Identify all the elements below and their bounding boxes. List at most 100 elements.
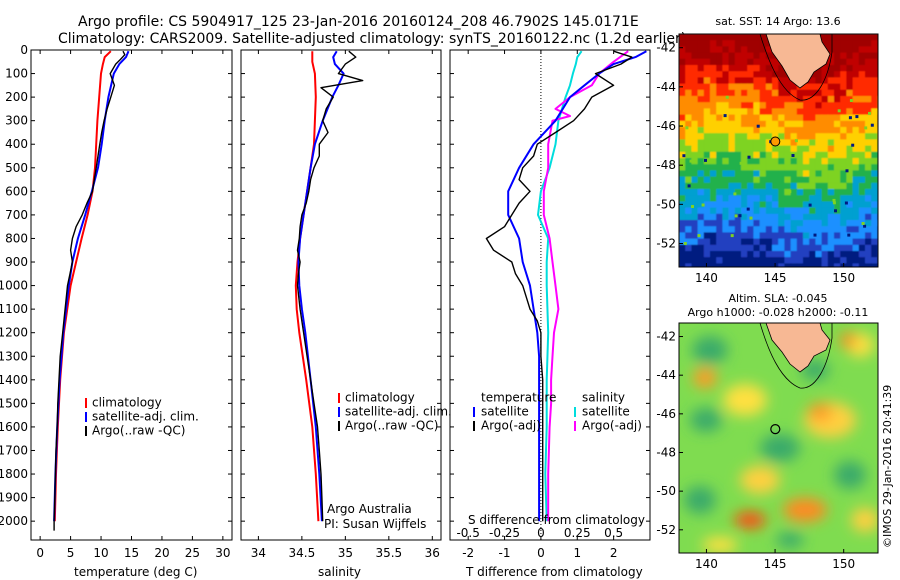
salinity-legend: climatology satellite-adj. clim. Argo(..…: [338, 391, 452, 433]
map-x-tick-label: 145: [764, 271, 787, 285]
sst-map-frame: [678, 33, 879, 268]
x-tick-label: 34.5: [289, 546, 316, 560]
sla-map-axes: 140 145 150 -42 -44 -46 -48 -50 -52: [656, 330, 855, 571]
imos-credit: ©IMOS 29-Jan-2016 20:41:39: [881, 385, 894, 548]
series-salinity-argo-adj-: [542, 50, 629, 522]
y-tick-label: 1000: [0, 279, 28, 293]
x-tick-label: 2: [610, 546, 618, 560]
map-y-tick-label: -48: [656, 158, 676, 172]
series-salinity-satellite: [537, 50, 583, 522]
legend-label-satellite: satellite-adj. clim.: [92, 410, 199, 424]
sla-map-frame: [678, 322, 879, 554]
legend-label-t-argo: Argo(-adj): [481, 419, 541, 433]
series-satellite-adj-clim-: [297, 50, 345, 522]
sst-map-field: [679, 34, 878, 267]
map-y-tick-label: -46: [656, 407, 676, 421]
sla-map-field: [679, 323, 878, 553]
s-tick-label: 0.5: [604, 526, 623, 540]
x-tick-label: 30: [215, 546, 230, 560]
difference-xlabel-top: S difference from climatology: [468, 513, 645, 527]
x-tick-label: 5: [67, 546, 75, 560]
x-tick-label: 0: [36, 546, 44, 560]
y-tick-label: 1900: [0, 491, 28, 505]
x-tick-label: 10: [93, 546, 108, 560]
y-tick-label: 1400: [0, 373, 28, 387]
map-y-tick-label: -50: [656, 197, 676, 211]
tasmania-land: [765, 34, 831, 89]
header-line-2: Climatology: CARS2009. Satellite-adjuste…: [58, 31, 686, 47]
legend-title-temperature: temperature: [481, 391, 556, 405]
map-y-tick-label: -46: [656, 119, 676, 133]
series-climatology: [53, 50, 112, 522]
shelf-contour: [759, 34, 833, 101]
series-argo-raw-qc-: [296, 50, 364, 522]
x-tick-label: 1: [573, 546, 581, 560]
salinity-axes: 34 34.5 35 35.5 36: [241, 49, 441, 560]
y-tick-label: 900: [5, 255, 28, 269]
difference-legend-salinity: salinity satellite Argo(-adj): [574, 391, 642, 433]
x-tick-label: 15: [124, 546, 139, 560]
salinity-series: [294, 50, 364, 522]
difference-xlabel: T difference from climatology: [465, 565, 643, 579]
difference-panel-frame: [449, 49, 651, 541]
y-tick-label: 1600: [0, 420, 28, 434]
salinity-panel-frame: [240, 49, 442, 541]
x-tick-label: 25: [185, 546, 200, 560]
temperature-xlabel: temperature (deg C): [74, 565, 197, 579]
map-x-tick-label: 140: [695, 271, 718, 285]
salinity-xlabel: salinity: [318, 565, 361, 579]
y-tick-label: 1300: [0, 349, 28, 363]
series-temperature-argo-adj-: [485, 50, 633, 522]
difference-series: [485, 50, 647, 522]
legend-label-t-satellite: satellite: [481, 405, 529, 419]
y-tick-label: 1200: [0, 326, 28, 340]
map-y-tick-label: -50: [656, 484, 676, 498]
legend-title-salinity: salinity: [582, 391, 625, 405]
legend-label-climatology: climatology: [345, 391, 415, 405]
s-tick-label: -0.5: [456, 526, 479, 540]
y-tick-label: 500: [5, 161, 28, 175]
map-y-tick-label: -52: [656, 237, 676, 251]
y-tick-label: 800: [5, 231, 28, 245]
legend-label-s-satellite: satellite: [582, 405, 630, 419]
y-tick-label: 300: [5, 114, 28, 128]
x-tick-label: 36: [425, 546, 440, 560]
legend-label-climatology: climatology: [92, 396, 162, 410]
series-temperature-satellite: [507, 50, 647, 522]
sst-float-marker: [770, 136, 781, 147]
y-tick-label: 600: [5, 184, 28, 198]
map-x-tick-label: 145: [764, 557, 787, 571]
x-tick-label: -1: [499, 546, 511, 560]
map-y-tick-label: -42: [656, 330, 676, 344]
map-y-tick-label: -52: [656, 523, 676, 537]
x-tick-label: 0: [537, 546, 545, 560]
x-tick-label: 34: [251, 546, 266, 560]
y-tick-label: 700: [5, 208, 28, 222]
y-tick-label: 400: [5, 137, 28, 151]
map-x-tick-label: 150: [832, 271, 855, 285]
map-y-tick-label: -44: [656, 368, 676, 382]
temperature-legend: climatology satellite-adj. clim. Argo(..…: [85, 396, 199, 438]
y-tick-label: 1100: [0, 302, 28, 316]
temperature-series: [53, 50, 130, 531]
sla-map-subtitle: Argo h1000: -0.028 h2000: -0.11: [688, 306, 869, 319]
tasmania-land: [765, 323, 831, 373]
y-tick-label: 1800: [0, 467, 28, 481]
sst-map-title: sat. SST: 14 Argo: 13.6: [715, 15, 840, 28]
credit-pi: PI: Susan Wijffels: [324, 517, 426, 531]
s-tick-label: 0.25: [564, 526, 591, 540]
sla-float-marker: [770, 424, 781, 435]
legend-label-argo: Argo(..raw -QC): [92, 424, 185, 438]
x-tick-label: 35: [338, 546, 353, 560]
map-x-tick-label: 140: [695, 557, 718, 571]
y-tick-label: 2000: [0, 514, 28, 528]
difference-legend-temperature: temperature satellite Argo(-adj): [473, 391, 556, 433]
temperature-panel-frame: [30, 49, 233, 541]
map-y-tick-label: -48: [656, 445, 676, 459]
x-tick-label: -2: [462, 546, 474, 560]
legend-label-satellite: satellite-adj. clim.: [345, 405, 452, 419]
legend-label-argo: Argo(..raw -QC): [345, 419, 438, 433]
map-y-tick-label: -44: [656, 80, 676, 94]
x-tick-label: 20: [154, 546, 169, 560]
